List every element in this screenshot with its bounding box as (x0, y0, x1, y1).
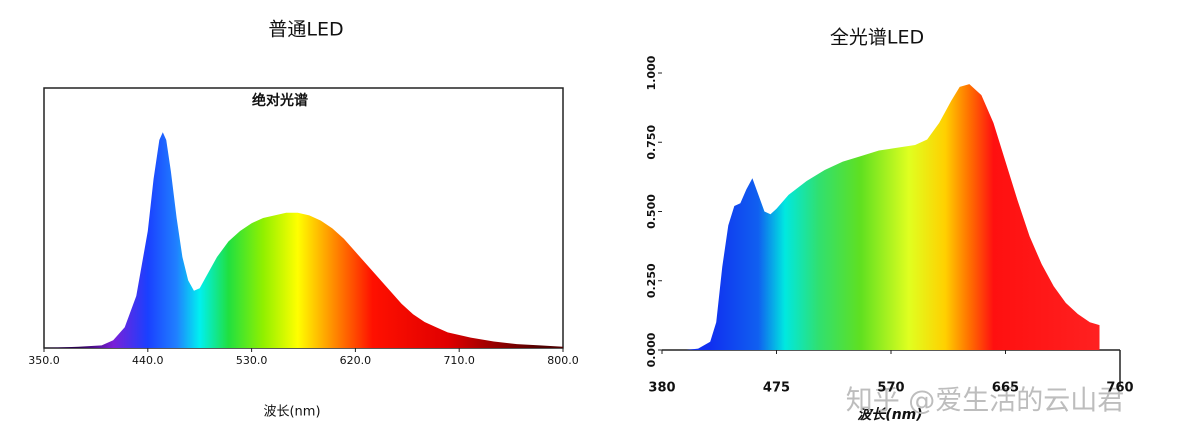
x-tick-label: 570 (877, 381, 904, 396)
y-tick-label: 0.500 (645, 194, 658, 229)
y-tick-label: 0.250 (645, 263, 658, 298)
spectrum-area (662, 84, 1100, 350)
chart-subtitle: 绝对光谱 (252, 92, 308, 109)
y-tick-label: 0.750 (645, 125, 658, 160)
x-tick-label: 710.0 (443, 354, 475, 367)
x-tick-label: 350.0 (28, 354, 60, 367)
x-tick-label: 530.0 (236, 354, 268, 367)
x-tick-label: 620.0 (340, 354, 372, 367)
x-tick-label: 665 (992, 381, 1019, 396)
x-axis-label: 波长(nm) (857, 406, 922, 423)
spectrum-area (44, 132, 563, 348)
x-tick-label: 800.0 (547, 354, 579, 367)
x-tick-label: 475 (763, 381, 790, 396)
x-tick-label: 440.0 (132, 354, 164, 367)
x-tick-label: 760 (1106, 381, 1133, 396)
x-axis-label: 波长(nm) (263, 405, 320, 420)
y-tick-label: 0.000 (645, 332, 658, 367)
x-tick-label: 380 (648, 381, 675, 396)
y-tick-label: 1.000 (645, 55, 658, 90)
chart-title: 全光谱LED (830, 27, 924, 49)
watermark: 知乎 @爱生活的云山君 (846, 386, 1125, 417)
chart-title: 普通LED (268, 19, 343, 41)
